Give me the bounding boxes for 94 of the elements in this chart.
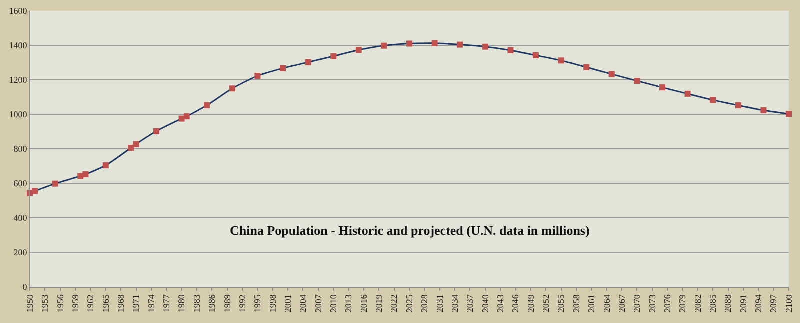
x-tick-label: 1950: [24, 294, 35, 313]
x-tick-label: 2019: [374, 294, 384, 313]
x-tick-label: 2031: [434, 294, 445, 313]
x-tick-label: 2091: [738, 294, 748, 313]
point: [52, 180, 58, 187]
x-tick-label: 1983: [192, 294, 202, 313]
x-tick-label: 2046: [510, 294, 521, 313]
x-tick-label: 1956: [55, 294, 66, 313]
x-tick-label: 1986: [207, 294, 218, 313]
point: [128, 144, 134, 151]
x-tick-label: 1953: [40, 294, 50, 313]
x-tick-label: 2076: [662, 294, 672, 313]
x-tick-label: 2094: [754, 294, 764, 313]
point: [660, 84, 666, 91]
x-tick-label: 2004: [298, 294, 308, 313]
x-tick-label: 2082: [692, 294, 703, 313]
point: [229, 86, 236, 92]
x-tick-label: 2010: [328, 294, 339, 313]
x-tick-label: 2037: [465, 294, 476, 313]
y-tick-label: 400: [14, 213, 28, 224]
x-tick-label: 2088: [723, 294, 734, 313]
point: [280, 65, 286, 72]
point: [102, 162, 109, 169]
x-tick-label: 2061: [586, 294, 597, 313]
x-tick-label: 2085: [708, 294, 718, 313]
x-tick-label: 2073: [647, 294, 658, 313]
point: [608, 71, 615, 78]
y-tick-label: 0: [22, 282, 28, 292]
point: [760, 108, 767, 114]
x-tick-label: 2049: [526, 294, 536, 313]
point: [356, 47, 362, 54]
x-tick-label: 2034: [450, 294, 460, 313]
x-tick-label: 1989: [222, 294, 232, 313]
x-tick-label: 2055: [556, 294, 566, 313]
point: [558, 58, 564, 64]
text: China Population - Historic and projected (U.N. data in millions): [230, 223, 590, 238]
point: [684, 90, 691, 97]
x-tick-label: 1974: [146, 294, 156, 313]
x-tick-label: 1962: [86, 294, 96, 313]
point: [154, 128, 160, 134]
x-tick-label: 1980: [176, 294, 187, 313]
point: [634, 78, 640, 84]
x-tick-label: 1959: [70, 294, 80, 313]
point: [254, 73, 261, 80]
point: [735, 102, 742, 109]
y-tick-label: 600: [14, 178, 28, 189]
y-tick-label: 200: [14, 248, 28, 258]
x-tick-label: 2064: [602, 294, 612, 313]
x-tick-label: 2025: [404, 294, 414, 313]
x-tick-label: 2097: [768, 294, 779, 313]
point: [82, 172, 89, 178]
point: [584, 64, 590, 70]
x-tick-label: 2022: [389, 294, 400, 313]
point: [305, 59, 312, 66]
point: [710, 97, 716, 104]
x-tick-label: 2001: [282, 294, 293, 313]
x-tick-label: 2007: [313, 294, 324, 313]
x-tick-label: 2070: [632, 294, 642, 313]
point: [204, 102, 210, 109]
point: [381, 42, 388, 49]
point: [32, 188, 38, 194]
x-tick-label: 1995: [252, 294, 263, 313]
x-tick-label: 2043: [496, 294, 506, 313]
x-tick-label: 2028: [420, 294, 430, 313]
point: [184, 114, 190, 120]
point: [432, 40, 438, 46]
y-tick-label: 800: [14, 144, 28, 154]
y-tick-label: 1400: [9, 40, 28, 51]
point: [786, 111, 792, 118]
y-tick-label: 1200: [9, 75, 28, 86]
x-tick-label: 2100: [784, 294, 794, 313]
x-tick-label: 2016: [358, 294, 369, 313]
x-tick-label: 1992: [237, 294, 248, 313]
x-tick-label: 2067: [616, 294, 627, 313]
point: [330, 53, 337, 60]
x-tick-label: 1998: [268, 294, 278, 313]
x-tick-label: 1968: [116, 294, 126, 313]
y-tick-label: 1600: [9, 6, 28, 16]
point: [533, 52, 539, 59]
x-tick-label: 1965: [100, 294, 111, 313]
x-tick-label: 2013: [344, 294, 354, 313]
x-tick-label: 2040: [480, 294, 490, 313]
x-tick-label: 2052: [541, 294, 552, 313]
point: [482, 44, 488, 50]
point: [178, 116, 185, 122]
point: [406, 40, 412, 47]
point: [508, 48, 514, 54]
x-tick-label: 1977: [162, 294, 172, 313]
x-tick-label: 1971: [131, 294, 142, 313]
point: [133, 141, 140, 148]
point: [457, 42, 464, 48]
x-tick-label: 2079: [678, 294, 688, 313]
y-tick-label: 1000: [9, 110, 28, 120]
x-tick-label: 2058: [571, 294, 582, 313]
